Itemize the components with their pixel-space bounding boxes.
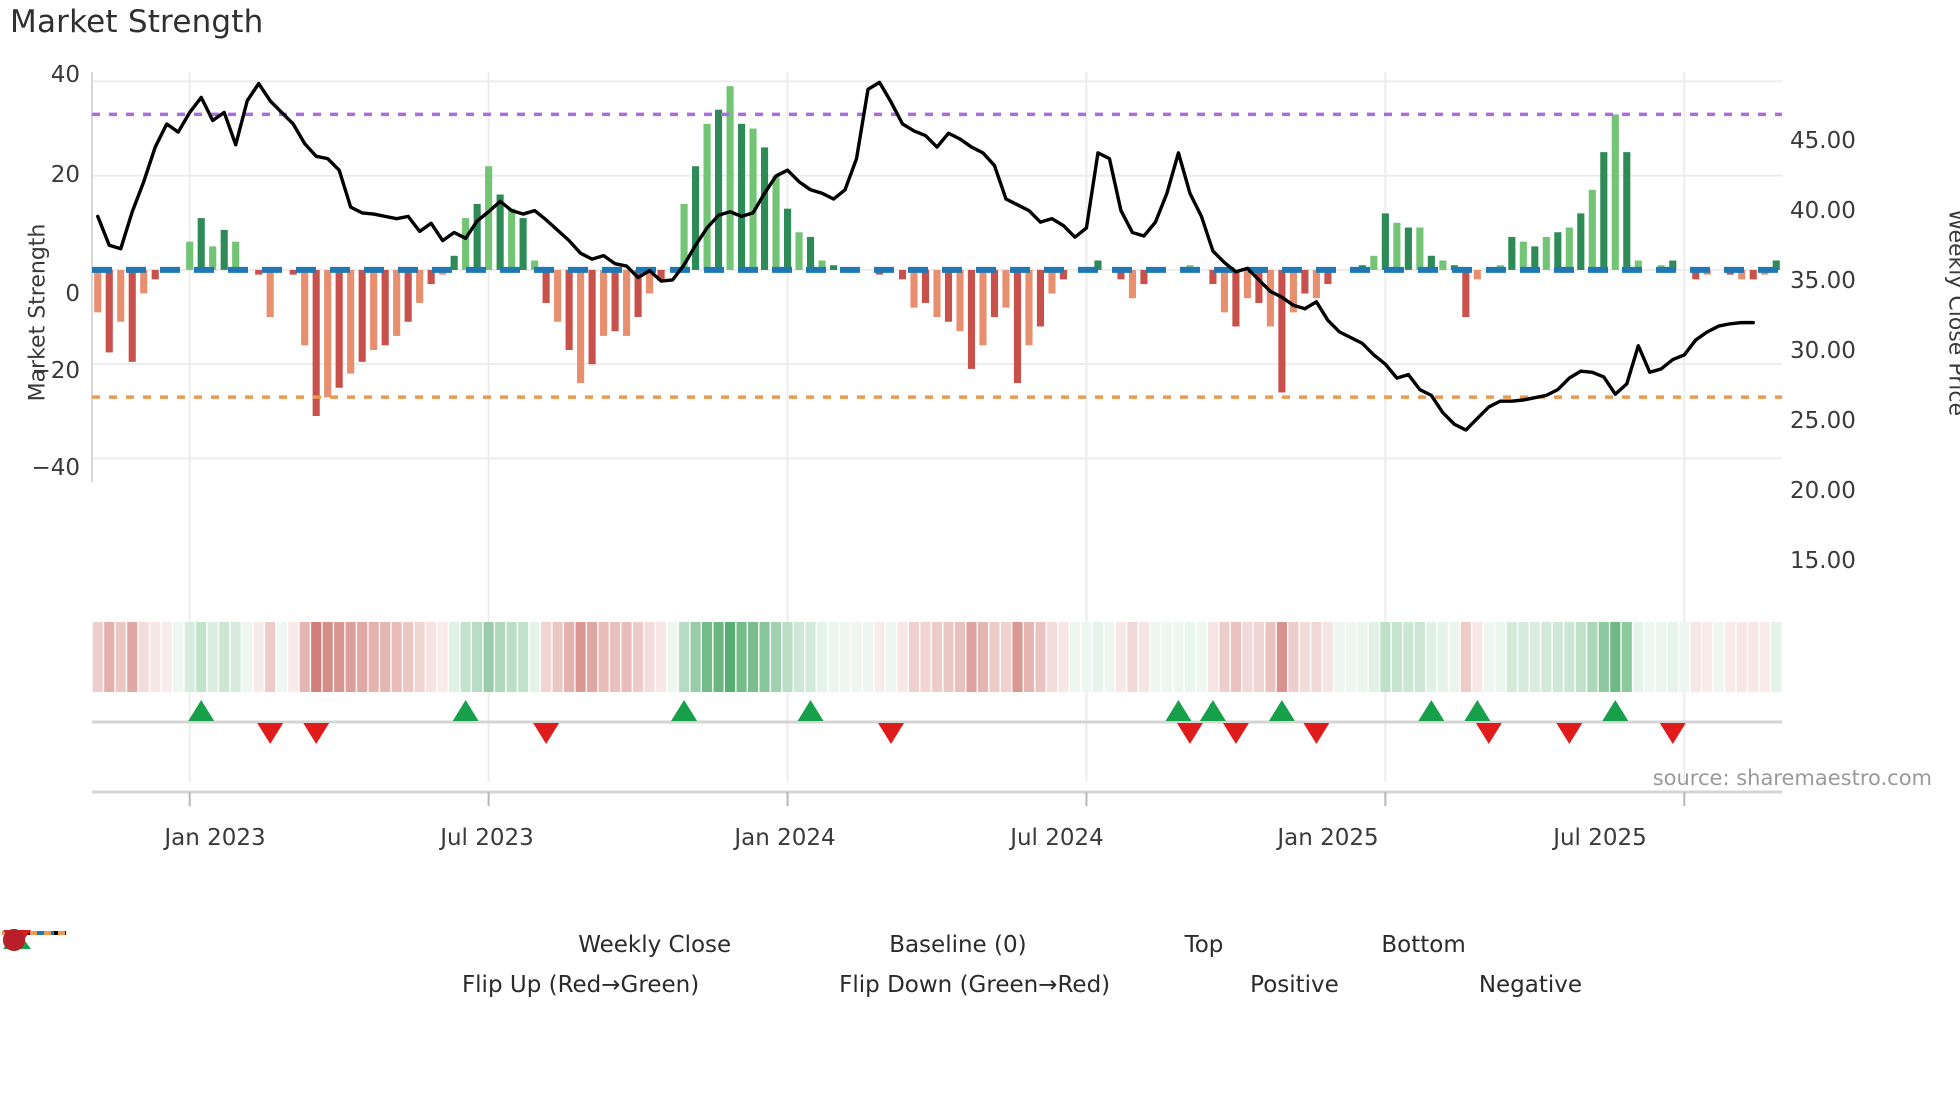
legend-item-bottom[interactable]: Bottom	[2, 931, 1466, 959]
legend-label: Baseline (0)	[889, 932, 1027, 958]
y-tick-right-0: 45.00	[1790, 128, 1856, 154]
y-tick-right-5: 20.00	[1790, 478, 1856, 504]
y-tick-right-2: 35.00	[1790, 268, 1856, 294]
x-tick-1: Jul 2023	[440, 825, 534, 851]
y-tick-right-1: 40.00	[1790, 198, 1856, 224]
triangle-up-icon	[3, 930, 450, 999]
triangle-down-icon	[3, 930, 827, 999]
page-title: Market Strength	[10, 4, 264, 40]
y-tick-left-0: 40	[50, 62, 80, 88]
legend-row-2: Flip Up (Red→Green) Flip Down (Green→Red…	[0, 929, 1960, 1005]
legend-label: Flip Up (Red→Green)	[461, 972, 700, 998]
y-tick-right-4: 25.00	[1790, 408, 1856, 434]
y-tick-right-6: 15.00	[1790, 548, 1856, 574]
circle-icon	[3, 929, 1238, 999]
legend-label: Flip Down (Green→Red)	[839, 972, 1111, 998]
circle-icon	[3, 929, 1467, 999]
y-tick-left-2: 0	[65, 281, 80, 307]
chart-legend: Weekly Close Baseline (0) Top	[0, 925, 1960, 1005]
legend-item-weekly-close[interactable]: Weekly Close	[2, 931, 732, 959]
x-tick-0: Jan 2023	[164, 825, 266, 851]
legend-item-baseline[interactable]: Baseline (0)	[2, 931, 1027, 959]
source-note: source: sharemaestro.com	[1652, 766, 1932, 790]
legend-label: Weekly Close	[578, 932, 732, 958]
legend-item-negative[interactable]: Negative	[3, 929, 1583, 999]
legend-label: Negative	[1478, 972, 1583, 998]
legend-label: Positive	[1250, 972, 1339, 998]
legend-item-flip-up[interactable]: Flip Up (Red→Green)	[3, 930, 700, 999]
dotted-line-icon	[2, 931, 1173, 959]
legend-row-1: Weekly Close Baseline (0) Top	[0, 925, 1960, 965]
legend-item-top[interactable]: Top	[2, 931, 1224, 959]
x-tick-5: Jul 2025	[1553, 825, 1647, 851]
dashed-line-icon	[2, 931, 877, 959]
dotted-line-icon	[2, 931, 1369, 959]
y-tick-left-1: 20	[50, 162, 80, 188]
x-tick-2: Jan 2024	[734, 825, 836, 851]
y-tick-right-3: 30.00	[1790, 338, 1856, 364]
y-tick-left-4: −40	[31, 455, 80, 481]
x-tick-4: Jan 2025	[1277, 825, 1379, 851]
y-tick-left-3: −20	[31, 358, 80, 384]
solid-line-icon	[2, 931, 566, 959]
legend-label: Bottom	[1381, 932, 1466, 958]
legend-label: Top	[1184, 932, 1224, 958]
x-tick-3: Jul 2024	[1010, 825, 1104, 851]
legend-item-positive[interactable]: Positive	[3, 929, 1339, 999]
legend-item-flip-down[interactable]: Flip Down (Green→Red)	[3, 930, 1111, 999]
